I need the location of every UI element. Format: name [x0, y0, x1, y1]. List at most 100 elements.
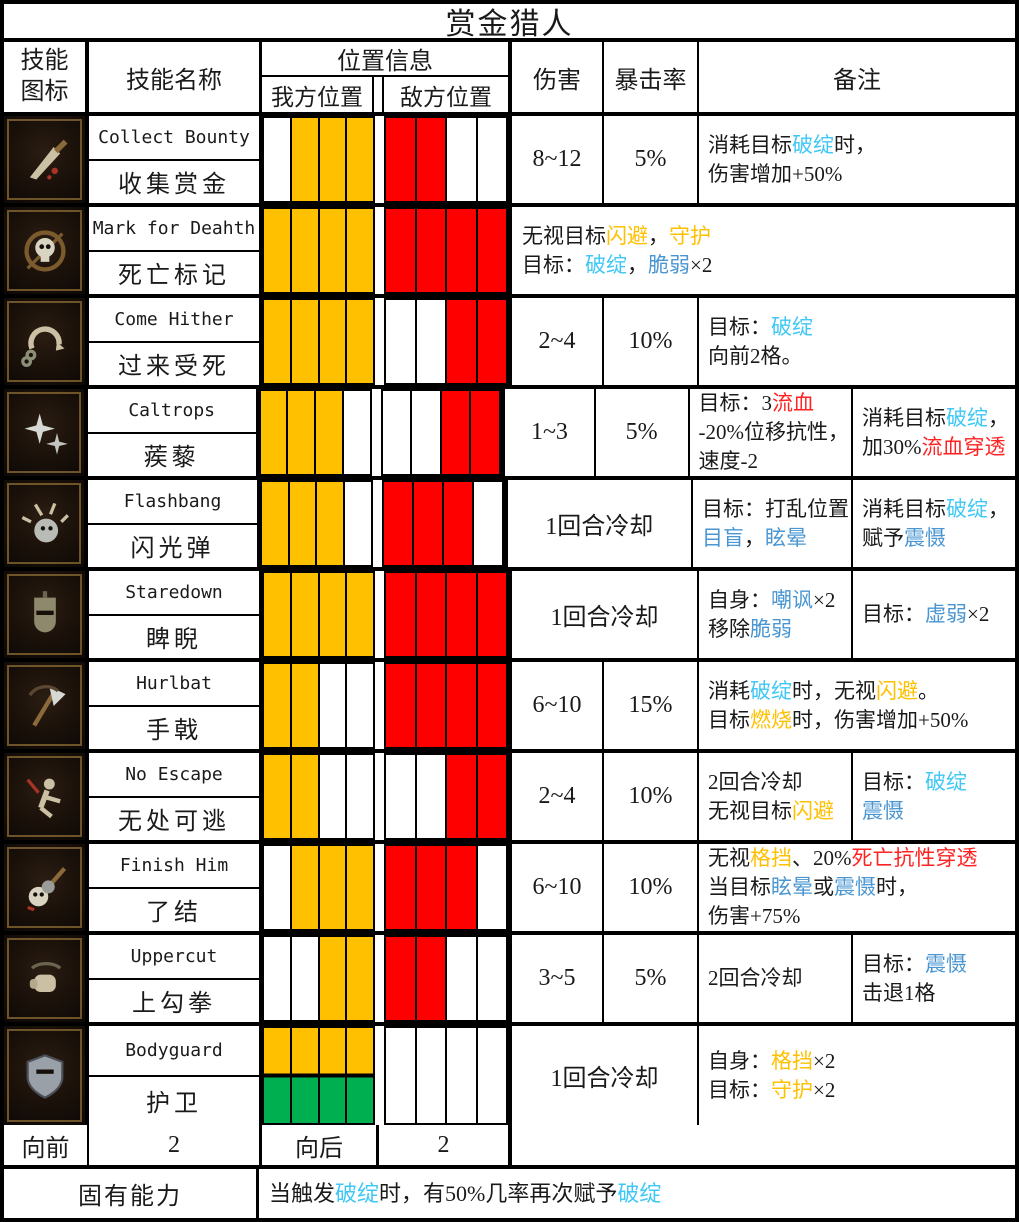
- note-line: 速度-2: [699, 447, 850, 476]
- enemy-position-slot: [475, 662, 508, 749]
- header-position-title: 位置信息: [262, 42, 508, 77]
- note-segment: 伤害+75%: [708, 904, 801, 928]
- ally-position-slot: [317, 662, 348, 749]
- skill-name-cell: Come Hither 过来受死: [89, 298, 262, 385]
- note-segment: 破绽: [585, 252, 627, 277]
- no-escape-icon: [4, 753, 89, 840]
- staredown-icon: [4, 571, 89, 658]
- skill-row-hurlbat: Hurlbat 手戟 6~10 15% 消耗破绽时，无视闪避。 目标燃烧时，伤害增加+50…: [4, 662, 1015, 753]
- bodyguard-icon: [4, 1026, 89, 1125]
- header-damage: 伤害: [512, 42, 604, 112]
- table-header: 技能 图标 技能名称 位置信息 我方位置 敌方位置 伤害 暴击率 备注: [4, 42, 1015, 116]
- position-cell: [262, 116, 512, 203]
- skill-note-right: 消耗目标破绽， 加30%流血穿透: [851, 389, 1015, 476]
- note-segment: 伤害增加+50%: [708, 161, 843, 186]
- note-segment: ×2: [813, 587, 836, 612]
- enemy-position-grid: [384, 116, 508, 203]
- note-line: 赋予震慑: [862, 524, 1013, 553]
- ally-position-slot: [289, 298, 320, 385]
- position-gap: [375, 571, 384, 658]
- enemy-position-slot: [445, 116, 478, 203]
- skill-notes-cell: 自身：格挡×2 目标：守护×2: [699, 1026, 1015, 1125]
- header-skill-icon-line2: 图标: [20, 79, 69, 105]
- header-notes: 备注: [833, 67, 881, 94]
- skill-name-en: Finish Him: [89, 844, 259, 889]
- enemy-position-slot: [469, 389, 502, 476]
- note-segment: 消耗: [708, 678, 750, 703]
- skill-note-full-cell: 无视目标闪避，守护 目标：破绽，脆弱×2: [512, 207, 1015, 294]
- enemy-position-slot: [445, 844, 478, 931]
- header-ally-position: 我方位置: [262, 77, 374, 112]
- enemy-position-slot: [475, 207, 508, 294]
- position-cell: [262, 753, 512, 840]
- position-cell: [262, 662, 512, 749]
- note-line: 目标：震慑: [862, 950, 1013, 979]
- ally-position-slot: [262, 298, 292, 385]
- position-cell: [262, 1026, 512, 1125]
- note-segment: 击退1格: [862, 980, 936, 1005]
- skill-notes-cell: 自身：嘲讽×2 移除脆弱 目标：虚弱×2: [699, 571, 1015, 658]
- enemy-position-slot: [384, 298, 417, 385]
- enemy-position-grid: [380, 389, 502, 476]
- note-line: 消耗目标破绽时，: [708, 131, 1011, 160]
- skill-note-right: 目标：虚弱×2: [851, 571, 1015, 658]
- ally-position-grid: [262, 935, 375, 1022]
- ally-position-grid: [258, 389, 372, 476]
- position-gap: [375, 753, 384, 840]
- ally-position-grid: [262, 844, 375, 931]
- note-segment: 无视: [708, 846, 750, 870]
- note-segment: 燃烧: [750, 707, 792, 732]
- ally-position-slot: [289, 571, 320, 658]
- skill-note-right: 消耗目标破绽， 赋予震慑: [850, 480, 1015, 567]
- skill-name-en: Mark for Deahth: [89, 207, 259, 252]
- ally-position-slot: [314, 389, 344, 476]
- enemy-position-slot: [475, 571, 508, 658]
- note-line: 伤害+75%: [708, 902, 1011, 931]
- damage-cell: 1~3: [505, 389, 596, 476]
- move-backward-value: 2: [379, 1125, 512, 1165]
- enemy-position-slot: [475, 116, 508, 203]
- enemy-position-slot: [414, 753, 447, 840]
- note-segment: 时，: [876, 875, 918, 899]
- note-line: 目标：破绽: [708, 313, 1011, 342]
- move-row: 向前 2 向后 2: [4, 1125, 1015, 1169]
- crit-cell: 5%: [596, 389, 690, 476]
- note-segment: 守护: [669, 223, 711, 248]
- skill-name-cell: Flashbang 闪光弹: [88, 480, 260, 567]
- note-segment: 无视目标: [522, 223, 606, 248]
- skill-row-bodyguard: Bodyguard 护卫 1回合冷却 自身：格挡×2 目标：守护×2: [4, 1026, 1015, 1125]
- ally-position-slot: [289, 844, 320, 931]
- skill-row-finish-him: Finish Him 了结 6~10 10% 无视格挡、20%死亡抗性穿透 当目标眩晕或震…: [4, 844, 1015, 935]
- enemy-position-slot: [475, 844, 508, 931]
- header-position-sub: 我方位置 敌方位置: [262, 77, 508, 112]
- note-segment: ，: [987, 496, 1009, 521]
- skill-name-cn: 了结: [146, 900, 202, 927]
- skill-name-en: Collect Bounty: [89, 116, 259, 161]
- note-segment: ，: [648, 223, 669, 248]
- skill-notes-cell: 无视格挡、20%死亡抗性穿透 当目标眩晕或震慑时， 伤害+75%: [699, 844, 1015, 931]
- ally-position-slot: [317, 935, 348, 1022]
- page-title: 赏金猎人: [4, 4, 1015, 42]
- skill-note-right: 目标：震慑 击退1格: [851, 935, 1015, 1022]
- skill-note-left: 目标：打乱位置 目盲，眩晕: [693, 480, 851, 567]
- note-line: 目标：破绽: [862, 768, 1013, 797]
- note-segment: 当触发: [269, 1181, 336, 1206]
- ally-position-slot: [345, 298, 375, 385]
- ally-position-slot: [258, 389, 289, 476]
- note-segment: 破绽: [750, 678, 792, 703]
- note-segment: 目标：: [862, 769, 925, 794]
- note-line: 击退1格: [862, 979, 1013, 1008]
- skill-name-cell: Finish Him 了结: [89, 844, 262, 931]
- note-segment: 、20%: [792, 846, 852, 870]
- note-segment: ×2: [813, 1077, 836, 1102]
- ally-position-slot: [286, 389, 316, 476]
- ally-position-grid: [262, 207, 375, 294]
- note-segment: 目标：: [708, 1077, 771, 1102]
- skill-notes-cell: 目标：破绽 向前2格。: [699, 298, 1015, 385]
- note-line: 目标：打乱位置: [702, 495, 849, 524]
- enemy-position-grid: [384, 571, 508, 658]
- ally-position-slot: [345, 571, 375, 658]
- note-line: 自身：嘲讽×2: [708, 586, 849, 615]
- skill-name-cn: 死亡标记: [118, 263, 230, 290]
- note-segment: 目标：: [708, 314, 771, 339]
